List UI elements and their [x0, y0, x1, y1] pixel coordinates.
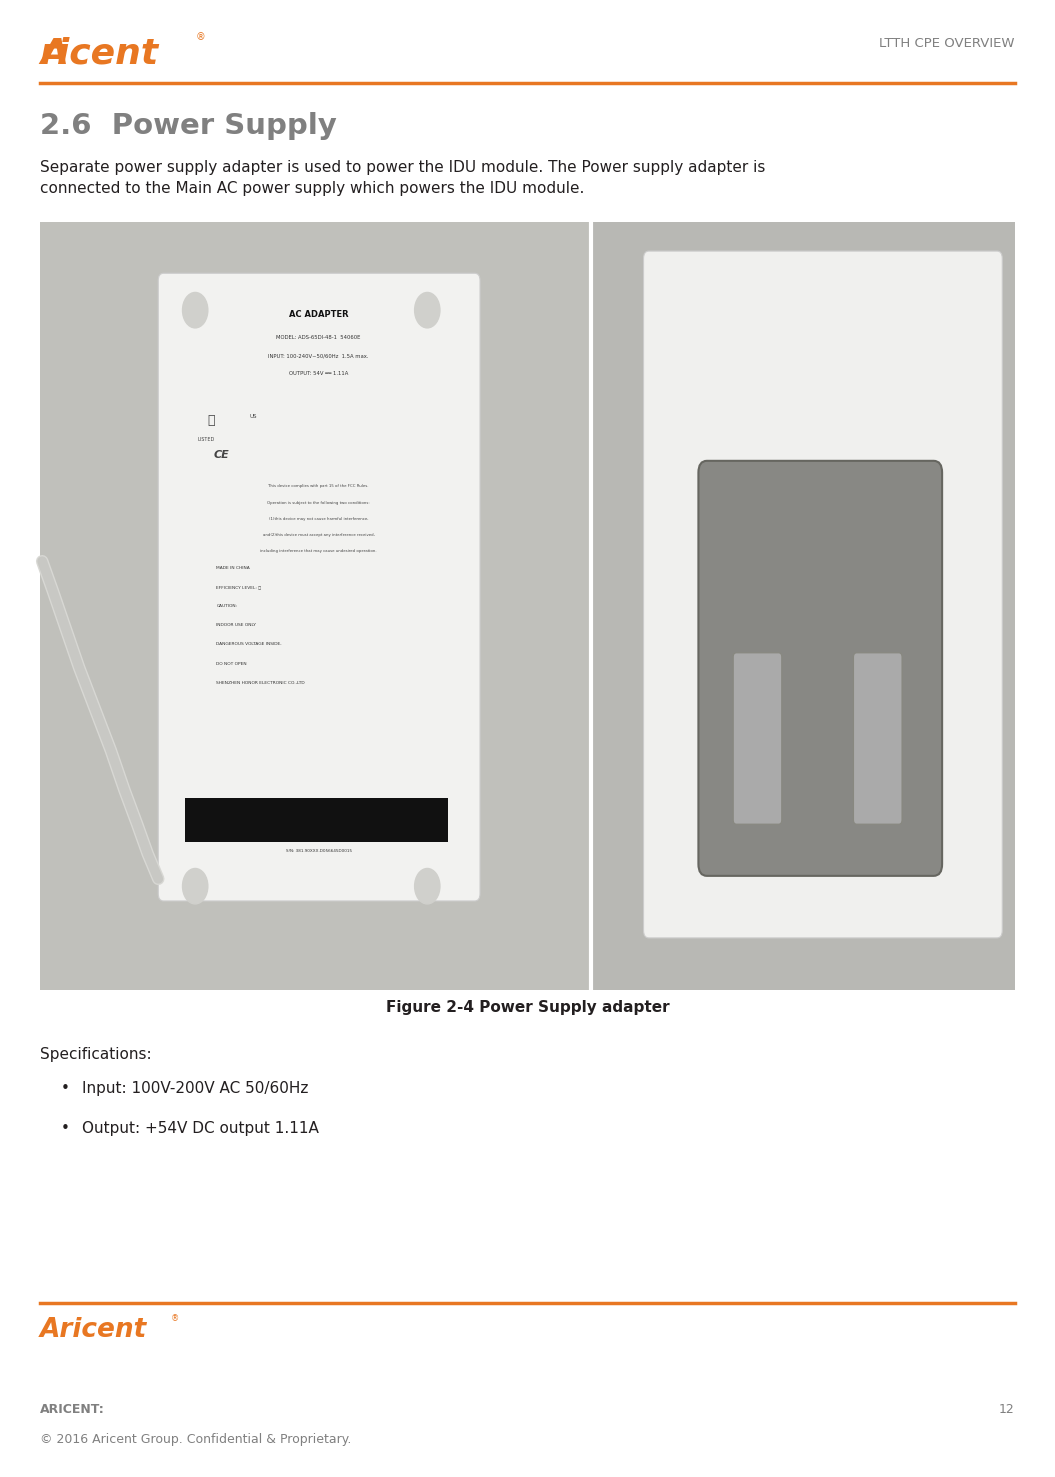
- Text: OUTPUT: 54V ══ 1.11A: OUTPUT: 54V ══ 1.11A: [289, 371, 348, 375]
- Text: DO NOT OPEN: DO NOT OPEN: [216, 662, 247, 666]
- FancyBboxPatch shape: [853, 653, 902, 824]
- Text: Operation is subject to the following two conditions:: Operation is subject to the following tw…: [267, 501, 370, 505]
- Circle shape: [183, 868, 208, 904]
- FancyBboxPatch shape: [644, 251, 1002, 938]
- Text: LTTH CPE OVERVIEW: LTTH CPE OVERVIEW: [880, 37, 1015, 50]
- Circle shape: [415, 292, 440, 328]
- Text: Output: +54V DC output 1.11A: Output: +54V DC output 1.11A: [82, 1121, 320, 1136]
- Text: including interference that may cause undesired operation.: including interference that may cause un…: [261, 549, 377, 554]
- Text: This device complies with part 15 of the FCC Rules.: This device complies with part 15 of the…: [268, 484, 369, 489]
- Text: US: US: [249, 414, 257, 418]
- Text: Figure 2-4 Power Supply adapter: Figure 2-4 Power Supply adapter: [386, 1000, 669, 1015]
- FancyBboxPatch shape: [185, 798, 448, 842]
- Text: 12: 12: [999, 1403, 1015, 1416]
- Text: A: A: [40, 37, 69, 71]
- Text: Aricent: Aricent: [40, 1317, 148, 1344]
- FancyBboxPatch shape: [40, 222, 591, 990]
- Circle shape: [415, 868, 440, 904]
- Text: DANGEROUS VOLTAGE INSIDE,: DANGEROUS VOLTAGE INSIDE,: [216, 642, 282, 647]
- Text: and(2)this device must accept any interference received,: and(2)this device must accept any interf…: [263, 533, 375, 538]
- Text: Ⓤ: Ⓤ: [207, 414, 215, 427]
- Text: INPUT: 100-240V~50/60Hz  1.5A max.: INPUT: 100-240V~50/60Hz 1.5A max.: [268, 353, 369, 357]
- Text: CE: CE: [214, 450, 229, 461]
- Text: ®: ®: [171, 1315, 179, 1323]
- Text: S/N: 381.90XXX.D056645D0015: S/N: 381.90XXX.D056645D0015: [286, 849, 351, 854]
- Text: © 2016 Aricent Group. Confidential & Proprietary.: © 2016 Aricent Group. Confidential & Pro…: [40, 1433, 351, 1446]
- Text: EFFICIENCY LEVEL: Ⓔ: EFFICIENCY LEVEL: Ⓔ: [216, 585, 262, 589]
- Text: 2.6  Power Supply: 2.6 Power Supply: [40, 112, 337, 140]
- Text: SHENZHEN HONOR ELECTRONIC CO.,LTD: SHENZHEN HONOR ELECTRONIC CO.,LTD: [216, 681, 305, 685]
- Text: •: •: [61, 1081, 70, 1096]
- Text: AC ADAPTER: AC ADAPTER: [289, 310, 348, 319]
- Text: (1)this device may not cause harmful interference,: (1)this device may not cause harmful int…: [269, 517, 368, 521]
- Text: Separate power supply adapter is used to power the IDU module. The Power supply : Separate power supply adapter is used to…: [40, 160, 766, 196]
- Text: INDOOR USE ONLY: INDOOR USE ONLY: [216, 623, 256, 628]
- FancyBboxPatch shape: [158, 273, 480, 901]
- FancyBboxPatch shape: [698, 461, 942, 876]
- FancyBboxPatch shape: [591, 222, 1015, 990]
- Text: Specifications:: Specifications:: [40, 1047, 152, 1062]
- Text: ®: ®: [195, 32, 205, 43]
- Text: ARICENT:: ARICENT:: [40, 1403, 104, 1416]
- Circle shape: [183, 292, 208, 328]
- Text: MODEL: ADS-65DI-48-1  54060E: MODEL: ADS-65DI-48-1 54060E: [276, 335, 361, 340]
- Text: LISTED: LISTED: [197, 437, 214, 442]
- Text: Input: 100V-200V AC 50/60Hz: Input: 100V-200V AC 50/60Hz: [82, 1081, 309, 1096]
- Text: ricent: ricent: [40, 37, 159, 71]
- Text: •: •: [61, 1121, 70, 1136]
- FancyBboxPatch shape: [733, 653, 782, 824]
- Text: MADE IN CHINA: MADE IN CHINA: [216, 566, 250, 570]
- Text: CAUTION:: CAUTION:: [216, 604, 237, 609]
